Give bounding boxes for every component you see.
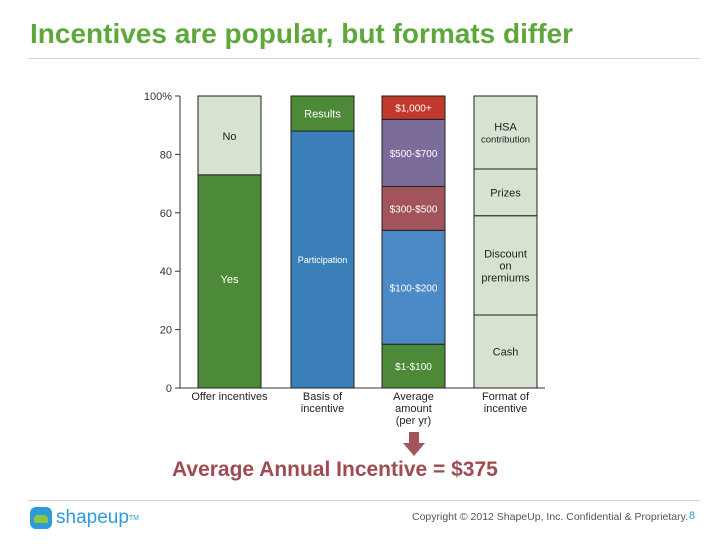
page-number: 8 (689, 510, 696, 522)
y-tick-label: 20 (160, 325, 172, 337)
segment-label: contribution (481, 135, 530, 146)
footer-divider (28, 500, 700, 501)
segment-label: $500-$700 (390, 149, 438, 160)
logo-trademark: TM (128, 514, 140, 522)
y-tick-label: 80 (160, 149, 172, 161)
bar-segment (381, 229, 446, 345)
category-label: Offer incentives (191, 391, 268, 403)
segment-label: $300-$500 (390, 204, 438, 215)
segment-label: Yes (221, 274, 239, 286)
bar-segment (290, 130, 355, 389)
category-label: incentive (484, 403, 527, 415)
title-divider (28, 58, 700, 59)
segment-label: Discount (484, 248, 527, 260)
y-tick-label: 60 (160, 208, 172, 220)
bar-segment (381, 95, 446, 120)
copyright-notice: Copyright © 2012 ShapeUp, Inc. Confident… (412, 511, 689, 523)
bar-segment (197, 174, 262, 389)
bar-segment (381, 186, 446, 231)
shapeup-logo: shapeup TM (30, 505, 139, 531)
bar-segment (473, 215, 538, 316)
category-label: Basis of (303, 391, 343, 403)
bar-segment (381, 118, 446, 188)
category-label: incentive (301, 403, 344, 415)
segment-label: on (499, 260, 511, 272)
y-tick-label: 0 (166, 383, 172, 395)
category-label: amount (395, 403, 432, 415)
bar-segment (473, 95, 538, 170)
segment-label: $100-$200 (390, 283, 438, 294)
segment-label: HSA (494, 122, 517, 134)
segment-label: Cash (493, 347, 519, 359)
shapeup-logo-icon (30, 507, 52, 529)
y-tick-label: 40 (160, 266, 172, 278)
category-label: (per yr) (396, 415, 431, 427)
bar-segment (290, 95, 355, 132)
bar-segment (381, 343, 446, 389)
segment-label: premiums (481, 272, 530, 284)
segment-label: $1-$100 (395, 362, 432, 373)
segment-label: Participation (298, 255, 348, 265)
bar-segment (473, 168, 538, 217)
y-tick-label: 100% (144, 91, 172, 103)
category-label: Average (393, 391, 434, 403)
page-title: Incentives are popular, but formats diff… (30, 18, 574, 49)
logo-text: shapeup (56, 507, 129, 528)
segment-label: Prizes (490, 187, 521, 199)
stacked-bar-chart: 0 20 40 60 80 100% Yes No Offer incentives Partic… (144, 91, 545, 427)
segment-label: No (222, 131, 236, 143)
segment-label: $1,000+ (395, 104, 432, 115)
down-arrow-icon (403, 432, 425, 456)
bar-segment (473, 314, 538, 389)
segment-label: Results (304, 109, 341, 121)
bar-segment (197, 95, 262, 176)
average-incentive-note: Average Annual Incentive = $375 (172, 458, 498, 481)
category-label: Format of (482, 391, 530, 403)
